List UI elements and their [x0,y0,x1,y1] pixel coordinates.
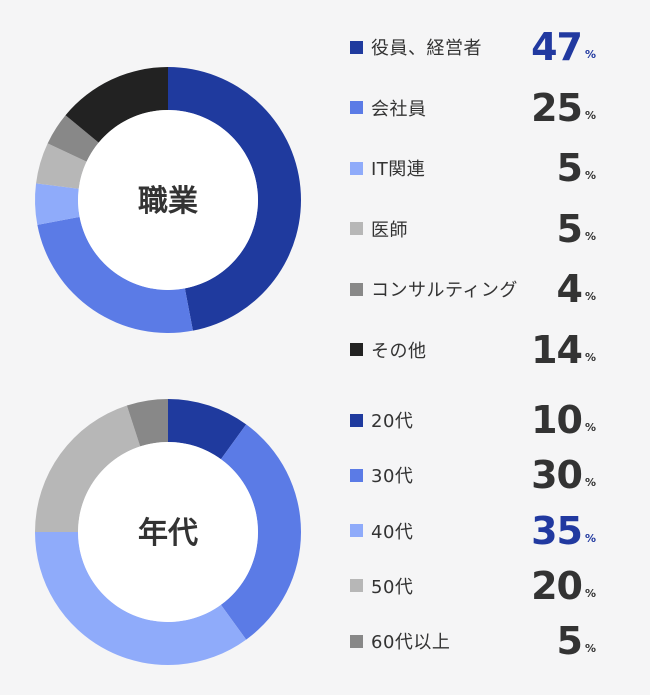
legend-label: コンサルティング [371,280,518,301]
data-label-value: 30 [531,453,583,498]
donut-slice [168,399,247,460]
legend-label: 医師 [371,219,408,241]
legend-label: 50代 [371,576,414,598]
legend-label: 役員、経営者 [371,38,482,59]
percent-unit: % [584,169,596,182]
legend-item: IT関連 5% [350,146,610,190]
donut-slice [126,399,168,447]
legend-item: 50代 20% [350,563,610,608]
age-donut-chart: 年代 [35,399,301,665]
data-label-value: 35 [531,508,583,553]
donut-slice [65,67,168,143]
percent-unit: % [584,350,596,364]
data-label-value: 47 [531,25,583,69]
percent-unit: % [584,476,596,490]
legend-swatch [350,343,363,356]
data-label-value: 5 [556,146,583,190]
legend-item: 会社員 25% [350,85,610,130]
legend-item: その他 14% [350,327,610,372]
legend-item: コンサルティング 4% [350,267,610,311]
donut-title: 職業 [138,184,198,219]
data-label-value: 4 [556,267,583,311]
legend-label: IT関連 [371,159,426,180]
donut-hole [78,442,258,622]
legend-item: 役員、経営者 47% [350,25,610,69]
percent-unit: % [584,229,596,243]
data-label-value: 10 [531,398,583,442]
percent-unit: % [584,642,596,656]
legend-swatch [350,413,363,427]
data-label-value: 5 [556,619,583,664]
legend-label: 30代 [371,466,414,488]
donut-slice [35,405,141,532]
legend-item: 30代 30% [350,453,610,498]
legend-swatch [350,634,363,648]
donut-title: 年代 [138,516,198,551]
legend-label: 20代 [371,411,414,432]
percent-unit: % [584,108,596,122]
donut-slice [34,183,80,225]
donut-slice [36,143,87,189]
legend-swatch [350,282,363,296]
legend-swatch [350,161,363,175]
legend-label: 会社員 [371,98,427,120]
donut-slice [37,216,193,333]
donut-slice [35,532,247,665]
legend-swatch [350,524,363,538]
legend-item: 20代 10% [350,398,610,442]
percent-unit: % [584,290,596,303]
legend-swatch [350,101,363,114]
percent-unit: % [584,586,596,600]
data-label-value: 20 [531,563,583,608]
legend-swatch [350,222,363,235]
legend-label: 40代 [371,521,414,543]
donut-slice [220,424,301,640]
legend-swatch [350,579,363,593]
data-label-value: 14 [531,327,583,372]
data-label-value: 5 [556,206,583,251]
legend-swatch [350,468,363,482]
percent-unit: % [584,421,596,434]
occupation-donut-chart: 職業 [34,67,302,333]
legend-label: 60代以上 [371,632,451,654]
data-label-value: 25 [531,85,583,130]
percent-unit: % [584,48,596,61]
legend-item: 60代以上 5% [350,619,610,664]
donut-slice [47,115,99,162]
legend-label: その他 [371,340,427,362]
donut-slice [168,67,302,331]
legend-swatch [350,40,363,54]
legend-item: 40代 35% [350,508,610,553]
donut-hole [78,110,258,290]
percent-unit: % [584,531,596,545]
legend-item: 医師 5% [350,206,610,251]
